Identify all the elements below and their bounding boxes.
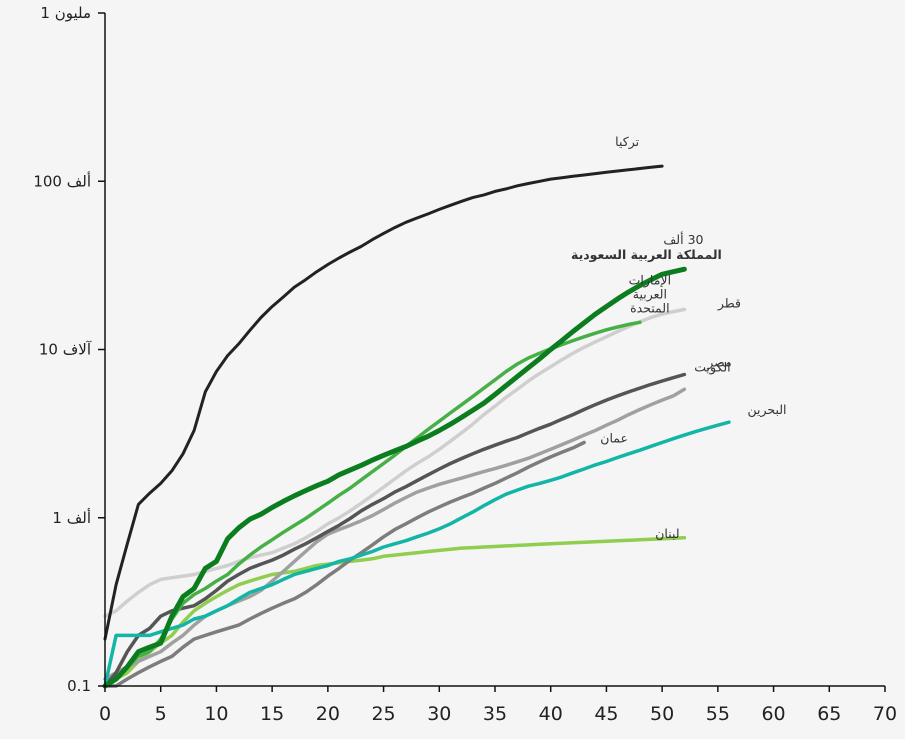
y-tick-label: 1 مليون (40, 4, 91, 22)
series-label: مصر (706, 355, 731, 371)
series-line-8 (103, 536, 687, 688)
x-tick-label: 25 (371, 703, 395, 725)
x-tick-label: 40 (539, 703, 563, 725)
y-tick-label: 1 ألف (52, 508, 91, 527)
x-tick-label: 30 (427, 703, 451, 725)
series-line-4 (103, 372, 687, 688)
x-tick-label: 65 (817, 703, 841, 725)
series-line-6 (103, 440, 586, 688)
x-tick-label: 5 (155, 703, 167, 725)
series-label: الكويت (694, 359, 730, 375)
series-label: تركيا (615, 134, 639, 150)
x-tick-label: 45 (594, 703, 618, 725)
x-tick-label: 55 (706, 703, 730, 725)
series-label: الإمارات (629, 272, 671, 288)
x-tick-label: 10 (204, 703, 228, 725)
series-line-1 (102, 266, 687, 689)
y-tick-label: 100 ألف (33, 171, 91, 190)
x-tick-label: 50 (650, 703, 674, 725)
series-line-0 (103, 164, 664, 641)
label-layer: تركيا المملكة العربية السعودية الإماراتالع… (571, 134, 787, 541)
series-label: قطر (717, 295, 741, 311)
series-label: المملكة العربية السعودية (571, 247, 722, 262)
series-label: لبنان (655, 526, 679, 541)
series-line-5 (103, 387, 687, 681)
x-tick-label: 70 (873, 703, 897, 725)
annotation-label: 30 ألف (663, 231, 703, 247)
series-label: البحرين (747, 402, 786, 418)
series-label: العربية (633, 286, 667, 302)
series-layer (102, 164, 731, 689)
series-label: المتحدة (630, 300, 669, 315)
series-line-7 (103, 420, 731, 688)
y-tick-label: 10 آلاف (39, 341, 92, 359)
x-tick-label: 60 (761, 703, 785, 725)
axes-layer: 0.1 1 ألف 10 آلاف 100 ألف 1 مليون 0 5 10 15 20 25 3… (33, 4, 897, 725)
x-tick-label: 20 (316, 703, 340, 725)
x-tick-label: 0 (99, 703, 111, 725)
y-tick-label: 0.1 (67, 677, 91, 695)
series-label: عمان (600, 431, 628, 446)
x-tick-label: 15 (260, 703, 284, 725)
x-tick-label: 35 (483, 703, 507, 725)
